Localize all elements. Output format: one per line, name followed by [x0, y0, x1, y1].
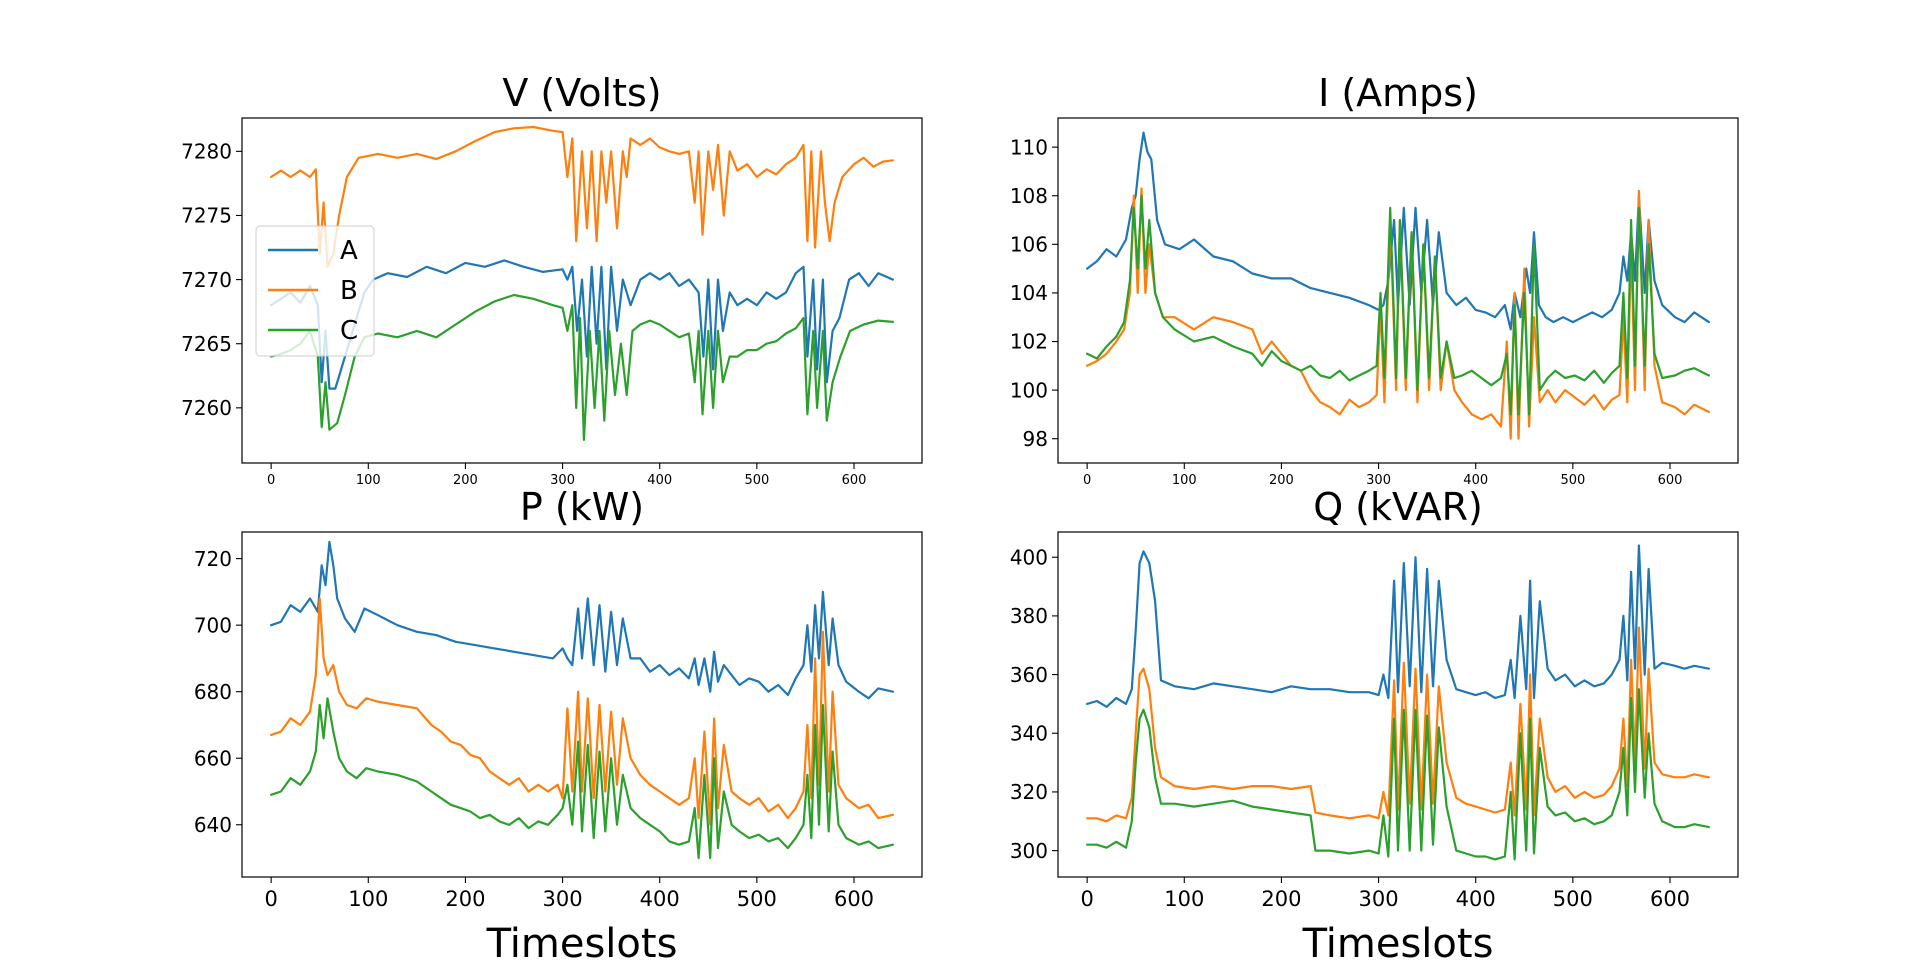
y-tick-label: 360 — [1010, 663, 1048, 687]
y-tick-label: 110 — [1010, 135, 1048, 159]
x-tick-label: 0 — [264, 887, 277, 911]
chart-title: V (Volts) — [502, 71, 661, 115]
legend-label-a: A — [340, 236, 358, 266]
y-tick-label: 300 — [1010, 839, 1048, 863]
x-tick-label: 200 — [445, 887, 485, 911]
y-tick-label: 98 — [1023, 427, 1048, 451]
legend-label-b: B — [340, 276, 358, 306]
y-tick-label: 7260 — [181, 396, 232, 420]
x-tick-label: 300 — [1366, 473, 1391, 488]
x-tick-label: 300 — [1359, 887, 1399, 911]
series-line-b — [270, 597, 894, 826]
series-group — [1086, 544, 1710, 861]
chart-panel-kvar: Q (kVAR) 0 100 200 300 400 500 600 300 320 340 360 3… — [1010, 485, 1739, 967]
y-tick-label: 100 — [1010, 378, 1048, 402]
x-tick-label: 400 — [640, 887, 680, 911]
y-tick-label: 720 — [194, 547, 232, 571]
x-tick-label: 600 — [1658, 473, 1683, 488]
y-tick-label: 102 — [1010, 330, 1048, 354]
x-tick-label: 400 — [647, 473, 672, 488]
series-line-a — [1086, 131, 1710, 331]
y-tick-label: 660 — [194, 746, 232, 770]
y-tick-label: 108 — [1010, 184, 1048, 208]
x-tick-label: 500 — [737, 887, 777, 911]
y-tick-label: 340 — [1010, 721, 1048, 745]
x-tick-label: 200 — [1269, 473, 1294, 488]
x-tick-label: 400 — [1463, 473, 1488, 488]
x-axis-label: Timeslots — [1302, 921, 1494, 967]
series-line-a — [1086, 544, 1710, 708]
plot-frame — [241, 531, 923, 878]
x-tick-label: 200 — [1261, 887, 1301, 911]
x-tick-label: 600 — [1650, 887, 1690, 911]
chart-panel-kw: P (kW) 0 100 200 300 400 500 600 640 660 680 700 720… — [194, 485, 923, 967]
series-line-a — [270, 540, 894, 700]
x-tick-label: 100 — [348, 887, 388, 911]
series-group — [1086, 131, 1710, 440]
y-tick-label: 640 — [194, 813, 232, 837]
series-group — [270, 540, 894, 860]
series-line-b — [1086, 626, 1710, 823]
chart-title: I (Amps) — [1318, 71, 1478, 115]
x-tick-label: 400 — [1456, 887, 1496, 911]
y-tick-label: 106 — [1010, 233, 1048, 257]
x-axis-label: Timeslots — [486, 921, 678, 967]
y-tick-label: 7270 — [181, 268, 232, 292]
y-tick-label: 7275 — [181, 204, 232, 228]
y-tick-label: 320 — [1010, 780, 1048, 804]
chart-panel-volts: V (Volts) 0 100 200 300 400 500 600 7260 7265 7270… — [181, 71, 923, 488]
plot-frame — [241, 117, 923, 464]
y-tick-label: 380 — [1010, 604, 1048, 628]
x-tick-label: 200 — [453, 473, 478, 488]
x-tick-label: 600 — [842, 473, 867, 488]
x-tick-label: 0 — [1080, 887, 1093, 911]
chart-title: Q (kVAR) — [1313, 485, 1483, 529]
series-line-c — [1086, 688, 1710, 861]
plot-frame — [1057, 117, 1739, 464]
legend: ABC — [255, 225, 375, 357]
x-tick-label: 300 — [543, 887, 583, 911]
y-tick-label: 7280 — [181, 140, 232, 164]
x-tick-label: 500 — [1560, 473, 1585, 488]
y-tick-label: 680 — [194, 680, 232, 704]
series-line-c — [270, 697, 894, 860]
chart-panel-amps: I (Amps) 0 100 200 300 400 500 600 98 100 102 104 10… — [1010, 71, 1739, 488]
x-tick-label: 100 — [356, 473, 381, 488]
chart-title: P (kW) — [520, 485, 644, 529]
x-tick-label: 500 — [744, 473, 769, 488]
legend-label-c: C — [340, 316, 358, 346]
y-tick-label: 400 — [1010, 545, 1048, 569]
x-tick-label: 0 — [1083, 473, 1091, 488]
x-tick-label: 100 — [1172, 473, 1197, 488]
plot-frame — [1057, 531, 1739, 878]
y-tick-label: 7265 — [181, 332, 232, 356]
y-tick-label: 104 — [1010, 281, 1048, 305]
x-tick-label: 600 — [834, 887, 874, 911]
series-line-c — [1086, 194, 1710, 416]
series-line-b — [270, 125, 894, 268]
x-tick-label: 500 — [1553, 887, 1593, 911]
x-tick-label: 0 — [267, 473, 275, 488]
y-tick-label: 700 — [194, 613, 232, 637]
x-tick-label: 100 — [1164, 887, 1204, 911]
x-tick-label: 300 — [550, 473, 575, 488]
